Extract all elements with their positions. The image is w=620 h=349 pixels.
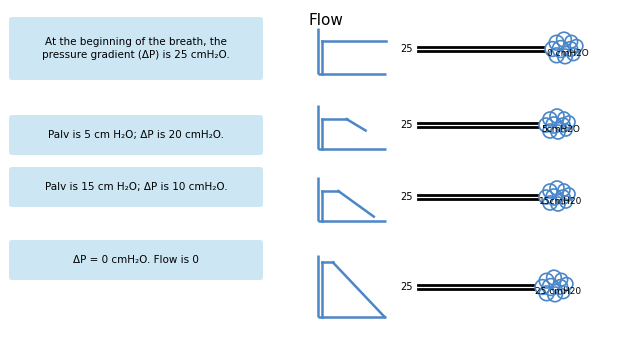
Circle shape — [563, 42, 578, 56]
Circle shape — [557, 49, 572, 64]
Circle shape — [546, 189, 562, 205]
Circle shape — [543, 184, 557, 198]
Circle shape — [539, 286, 554, 300]
Text: Palv is 15 cm H₂O; ΔP is 10 cmH₂O.: Palv is 15 cm H₂O; ΔP is 10 cmH₂O. — [45, 182, 228, 192]
Text: 25: 25 — [401, 282, 413, 292]
Circle shape — [560, 196, 572, 208]
Text: 25: 25 — [401, 120, 413, 130]
Circle shape — [557, 286, 570, 298]
Circle shape — [552, 40, 569, 57]
Text: 5cmH2O: 5cmH2O — [541, 125, 580, 134]
Circle shape — [556, 190, 570, 204]
Text: 25: 25 — [401, 192, 413, 202]
Circle shape — [551, 125, 565, 139]
Text: At the beginning of the breath, the
pressure gradient (ΔP) is 25 cmH₂O.: At the beginning of the breath, the pres… — [42, 37, 230, 60]
Text: 15cmH20: 15cmH20 — [539, 196, 583, 206]
FancyBboxPatch shape — [9, 167, 263, 207]
Circle shape — [546, 117, 562, 133]
Circle shape — [570, 39, 583, 52]
Circle shape — [555, 273, 567, 286]
Circle shape — [549, 35, 564, 50]
Circle shape — [553, 280, 567, 294]
Circle shape — [550, 181, 564, 195]
Circle shape — [557, 32, 571, 47]
Circle shape — [539, 118, 553, 132]
Circle shape — [539, 273, 554, 288]
Text: 25: 25 — [401, 44, 413, 54]
Circle shape — [567, 48, 580, 60]
Text: ΔP = 0 cmH₂O. Flow is 0: ΔP = 0 cmH₂O. Flow is 0 — [73, 255, 199, 265]
Circle shape — [563, 188, 575, 200]
Circle shape — [560, 124, 572, 136]
Text: 25 cmH20: 25 cmH20 — [535, 287, 581, 296]
Circle shape — [539, 190, 553, 204]
Circle shape — [558, 112, 570, 124]
Circle shape — [543, 196, 557, 210]
Text: Flow: Flow — [308, 13, 343, 28]
Circle shape — [563, 116, 575, 128]
Circle shape — [543, 124, 557, 138]
Circle shape — [543, 112, 557, 126]
FancyBboxPatch shape — [9, 115, 263, 155]
Circle shape — [545, 42, 560, 56]
Circle shape — [542, 279, 559, 295]
Circle shape — [565, 35, 578, 48]
Circle shape — [551, 197, 565, 211]
Circle shape — [549, 48, 564, 63]
Circle shape — [550, 109, 564, 123]
Circle shape — [547, 287, 562, 302]
FancyBboxPatch shape — [9, 17, 263, 80]
Circle shape — [560, 277, 573, 290]
Circle shape — [535, 280, 550, 294]
Circle shape — [556, 118, 570, 132]
Circle shape — [547, 270, 561, 285]
FancyBboxPatch shape — [9, 240, 263, 280]
Text: 0 cmH2O: 0 cmH2O — [547, 49, 589, 58]
Text: Palv is 5 cm H₂O; ΔP is 20 cmH₂O.: Palv is 5 cm H₂O; ΔP is 20 cmH₂O. — [48, 130, 224, 140]
Circle shape — [558, 184, 570, 196]
